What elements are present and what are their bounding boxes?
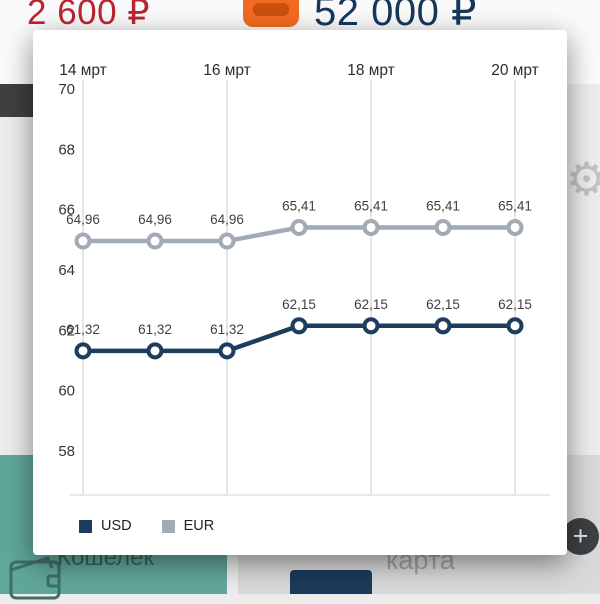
bank-card-image (290, 570, 372, 594)
point-label: 65,41 (426, 198, 460, 213)
data-point (218, 342, 236, 360)
legend-item: USD (79, 518, 132, 534)
y-tick-label: 62 (58, 322, 75, 339)
y-tick-label: 70 (58, 81, 75, 98)
y-tick-label: 58 (58, 443, 75, 460)
data-point (362, 317, 380, 335)
plus-icon: + (572, 521, 589, 551)
data-point (290, 317, 308, 335)
legend-item: EUR (161, 518, 215, 534)
card-balance: 52 000 ₽ (314, 0, 477, 34)
point-label: 61,32 (210, 322, 244, 337)
point-label: 64,96 (66, 212, 100, 227)
data-point (434, 317, 452, 335)
data-point (506, 218, 524, 236)
data-point (506, 317, 524, 335)
legend-label: EUR (183, 518, 215, 534)
data-point (434, 218, 452, 236)
point-label: 64,96 (138, 212, 172, 227)
wallet-balance: 2 600 ₽ (27, 0, 151, 32)
y-tick-label: 64 (58, 262, 75, 279)
x-tick-label: 16 мрт (203, 62, 251, 79)
data-point (74, 342, 92, 360)
data-point (290, 218, 308, 236)
point-label: 65,41 (498, 198, 532, 213)
legend-swatch (79, 519, 92, 533)
data-point (218, 232, 236, 250)
x-tick-label: 18 мрт (347, 62, 395, 79)
y-tick-label: 60 (58, 383, 75, 400)
data-point (362, 218, 380, 236)
rates-dialog: 14 мрт 16 мрт 18 мрт 20 мрт 70 68 66 64 62 60 58 64… (33, 30, 567, 555)
data-point (146, 342, 164, 360)
gear-icon: ⚙ (566, 153, 600, 205)
x-tick-label: 14 мрт (59, 62, 107, 79)
add-button[interactable]: + (562, 518, 599, 555)
wallet-icon-slot (253, 3, 289, 16)
chart-legend: USD EUR (79, 518, 567, 534)
y-tick-label: 68 (58, 141, 75, 158)
legend-label: USD (101, 518, 132, 534)
point-label: 64,96 (210, 212, 244, 227)
point-label: 62,15 (282, 297, 316, 312)
point-label: 62,15 (498, 297, 532, 312)
legend-swatch (161, 519, 175, 533)
point-label: 61,32 (138, 322, 172, 337)
wallet-icon (243, 0, 299, 27)
data-point (146, 232, 164, 250)
point-label: 62,15 (426, 297, 460, 312)
point-label: 65,41 (354, 198, 388, 213)
x-tick-label: 20 мрт (491, 62, 539, 79)
y-tick-label: 66 (58, 202, 75, 219)
rates-chart: 14 мрт 16 мрт 18 мрт 20 мрт 70 68 66 64 62 60 58 64… (58, 62, 550, 496)
point-label: 61,32 (66, 322, 100, 337)
point-label: 65,41 (282, 198, 316, 213)
point-label: 62,15 (354, 297, 388, 312)
data-point (74, 232, 92, 250)
